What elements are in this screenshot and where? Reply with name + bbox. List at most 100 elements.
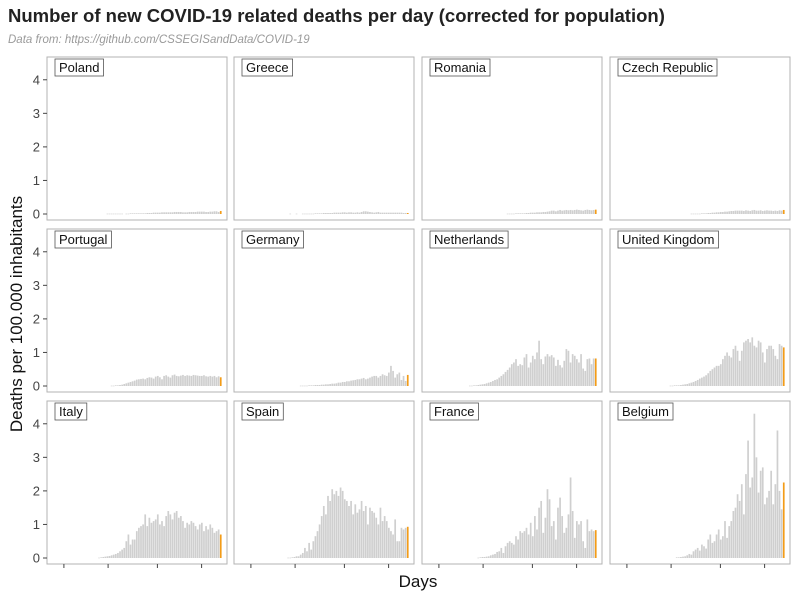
bar (209, 524, 212, 558)
bar (698, 378, 701, 386)
bar (299, 554, 302, 558)
bar (719, 211, 722, 214)
panel-spain: Spain (233, 400, 415, 568)
bar (732, 511, 735, 558)
strip-label: Belgium (622, 404, 669, 419)
bar (548, 499, 551, 558)
latest-day-bar (594, 209, 597, 214)
bar (669, 385, 672, 387)
bar (546, 354, 549, 386)
bar (531, 536, 534, 558)
bar (144, 514, 147, 558)
bar (552, 357, 555, 386)
panel-poland: Poland 0 1 2 3 4 (33, 56, 228, 222)
bar (582, 368, 585, 386)
bar (156, 212, 159, 214)
bar (517, 539, 519, 558)
bar (364, 379, 367, 386)
bar (686, 555, 689, 558)
bar (713, 541, 716, 558)
bar (768, 490, 770, 558)
bar (715, 365, 718, 386)
panel-romania: Romania (421, 56, 603, 221)
bar (743, 342, 745, 386)
bar (150, 522, 153, 558)
bar (504, 371, 507, 386)
facet-panels: Poland 0 1 2 3 4 Greece Romania Czech Republic Po… (33, 56, 791, 568)
bar (677, 557, 680, 558)
bar (354, 504, 357, 558)
bar (377, 211, 380, 214)
bar (546, 489, 549, 558)
bar (588, 531, 591, 558)
bar (684, 384, 686, 386)
bar (331, 489, 334, 558)
panel-italy: Italy 0 1 2 3 4 (33, 400, 228, 568)
bar (703, 376, 705, 386)
bar (371, 376, 373, 386)
bar (557, 507, 559, 558)
bar (325, 514, 327, 558)
bar (184, 527, 186, 558)
bar (295, 213, 298, 215)
bar (318, 384, 321, 386)
bar (527, 367, 530, 386)
bar (523, 357, 526, 386)
bar (348, 505, 350, 558)
bar (192, 211, 195, 214)
bar (152, 521, 155, 558)
strip-box (54, 402, 88, 421)
bar (346, 381, 348, 386)
bar (169, 212, 172, 214)
bar (755, 457, 758, 558)
bar (165, 516, 168, 558)
bar (388, 372, 390, 386)
bar (207, 211, 210, 214)
bar (106, 556, 109, 558)
bar (327, 495, 329, 558)
bar (717, 365, 720, 386)
y-tick-label: 3 (33, 450, 40, 465)
bar (144, 379, 147, 386)
bar (567, 514, 570, 558)
bar (369, 377, 371, 386)
strip-label: Greece (246, 60, 289, 75)
bar (159, 524, 161, 558)
bar (310, 385, 313, 386)
bar (331, 383, 334, 386)
bar (557, 359, 559, 386)
panel-germany: Germany (233, 228, 415, 393)
bar (489, 555, 492, 558)
bar (559, 365, 561, 386)
bar (379, 507, 382, 558)
bar (123, 547, 126, 558)
bar (732, 210, 735, 214)
bar (186, 522, 189, 558)
bar (217, 376, 220, 386)
bar (709, 370, 712, 386)
bar (215, 377, 218, 386)
bar (198, 524, 201, 558)
bar (173, 211, 176, 214)
bar (304, 547, 306, 558)
bar (707, 212, 710, 214)
bar (308, 213, 310, 215)
bar (205, 376, 207, 386)
bar (175, 211, 178, 214)
chart-subtitle: Data from: https://github.com/CSSEGISand… (8, 34, 310, 46)
bar (519, 531, 522, 558)
bar (396, 374, 399, 386)
bar (121, 549, 123, 558)
bar (753, 209, 756, 214)
bar (544, 356, 547, 386)
bar (694, 549, 697, 558)
bar (477, 557, 480, 559)
bar (142, 378, 144, 386)
bar (154, 376, 157, 386)
bar (207, 376, 210, 386)
bar (392, 534, 394, 558)
bar (747, 210, 749, 214)
bar (213, 211, 216, 214)
bar (468, 385, 471, 387)
bar (301, 552, 304, 558)
